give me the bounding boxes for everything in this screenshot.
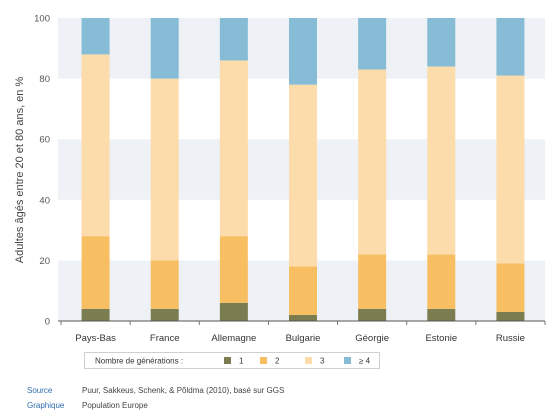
y-axis-label: Adultes âgés entre 20 et 80 ans, en % [14, 77, 26, 264]
bar-georgie-series-4 [358, 18, 387, 70]
x-tick-label-georgie: Géorgie [355, 333, 389, 344]
bar-france-series-1 [150, 308, 179, 321]
footer: Source Puur, Sakkeus, Schenk, & Põldma (… [27, 386, 284, 410]
x-tick-label-allemagne: Allemagne [211, 333, 256, 344]
graph-text: Population Europe [82, 401, 148, 410]
bar-bulgarie-series-4 [289, 18, 317, 85]
bars-group [81, 18, 525, 321]
y-tick-label-20: 20 [39, 256, 50, 267]
bar-estonie-series-3 [427, 66, 456, 255]
source-text: Puur, Sakkeus, Schenk, & Põldma (2010), … [82, 386, 284, 395]
legend-swatch-3 [305, 357, 312, 364]
y-tick-label-80: 80 [39, 74, 50, 85]
bar-allemagne-series-1 [219, 302, 248, 321]
legend-label-3: 3 [320, 357, 325, 366]
bar-russie-series-2 [496, 263, 525, 312]
legend-swatch-2 [260, 357, 267, 364]
bar-france-series-2 [150, 260, 179, 309]
legend-swatch-4 [344, 357, 351, 364]
bar-russie-series-1 [496, 311, 525, 321]
legend-label-2: 2 [275, 357, 280, 366]
source-label: Source [27, 386, 53, 395]
bar-georgie-series-1 [358, 308, 387, 321]
bar-pays-bas-series-4 [81, 18, 110, 55]
bar-georgie-series-2 [358, 254, 387, 309]
x-tick-label-bulgarie: Bulgarie [286, 333, 321, 344]
bar-allemagne-series-2 [219, 236, 248, 303]
bar-pays-bas-series-1 [81, 308, 110, 321]
bar-france-series-3 [150, 78, 179, 261]
bar-france-series-4 [150, 18, 179, 79]
x-tick-label-estonie: Estonie [425, 333, 457, 344]
bar-allemagne-series-4 [219, 18, 248, 61]
bar-pays-bas-series-3 [81, 54, 110, 237]
bar-bulgarie-series-1 [289, 314, 317, 321]
x-tick-label-russie: Russie [496, 333, 525, 344]
bar-russie-series-3 [496, 75, 525, 264]
bar-pays-bas-series-2 [81, 236, 110, 309]
y-tick-label-40: 40 [39, 195, 50, 206]
bar-russie-series-4 [496, 18, 525, 76]
y-tick-label-100: 100 [34, 14, 50, 25]
legend-label-1: 1 [239, 357, 244, 366]
legend: Nombre de générations : 1 2 3 ≥ 4 [84, 352, 380, 369]
bar-estonie-series-4 [427, 18, 456, 67]
x-tick-label-pays-bas: Pays-Bas [75, 333, 116, 344]
y-axis-tick-labels: 0 20 40 60 80 100 [34, 14, 50, 328]
bar-bulgarie-series-2 [289, 266, 317, 315]
x-axis-ticks [60, 321, 546, 325]
legend-title: Nombre de générations : [95, 357, 183, 366]
y-tick-label-0: 0 [45, 317, 50, 328]
bar-estonie-series-1 [427, 308, 456, 321]
bar-estonie-series-2 [427, 254, 456, 309]
legend-items: 1 2 3 ≥ 4 [224, 357, 371, 366]
legend-label-4: ≥ 4 [359, 357, 371, 366]
x-tick-label-france: France [150, 333, 180, 344]
legend-box [84, 352, 380, 369]
bar-bulgarie-series-3 [289, 84, 317, 267]
graph-label: Graphique [27, 401, 65, 410]
x-axis-category-labels: Pays-Bas France Allemagne Bulgarie Géorgie Es… [75, 333, 525, 344]
bar-georgie-series-3 [358, 69, 387, 255]
y-tick-label-60: 60 [39, 135, 50, 146]
bar-allemagne-series-3 [219, 60, 248, 237]
legend-swatch-1 [224, 357, 231, 364]
